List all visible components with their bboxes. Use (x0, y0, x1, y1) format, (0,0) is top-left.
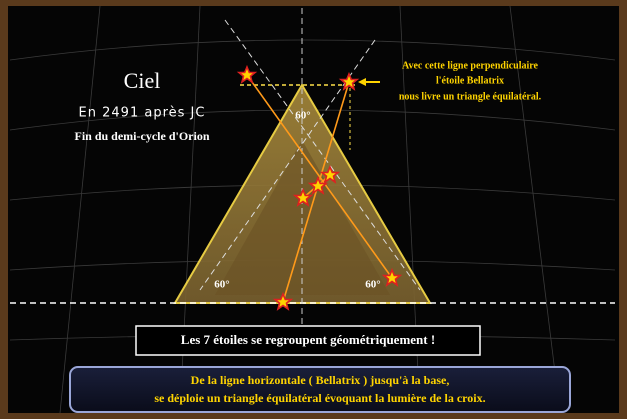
angle-label: 60° (295, 110, 310, 122)
caption: Fin du demi-cycle d'Orion (75, 129, 210, 143)
banner-box (135, 325, 481, 356)
arrow-head (358, 78, 366, 86)
annotation: nous livre un triangle équilatéral. (399, 91, 542, 102)
footer-box (69, 366, 571, 413)
inner-triangle (215, 140, 390, 295)
annotation: Avec cette ligne perpendiculaire (402, 60, 539, 71)
angle-label: 60° (214, 279, 229, 291)
banner: Les 7 étoiles se regroupent géométriquem… (181, 332, 435, 347)
footer-text: se déploie un triangle équilatéral évoqu… (154, 391, 485, 405)
subtitle: En 2491 après JC (79, 106, 206, 121)
annotation: l'étoile Bellatrix (436, 75, 504, 86)
footer-text: De la ligne horizontale ( Bellatrix ) ju… (191, 373, 450, 387)
angle-label: 60° (365, 279, 380, 291)
title: Ciel (124, 68, 161, 93)
